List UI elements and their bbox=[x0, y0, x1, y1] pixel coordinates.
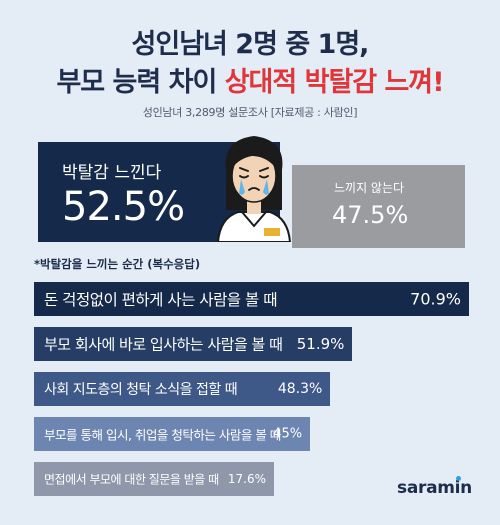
title-line-1: 성인남녀 2명 중 1명, bbox=[131, 29, 370, 60]
bar-label-4: 부모를 통해 입시, 취업을 청탁하는 사람을 볼 때 bbox=[44, 427, 281, 443]
title-line-2: 부모 능력 차이 상대적 박탈감 느껴! bbox=[0, 60, 500, 99]
sad-woman-icon bbox=[216, 136, 292, 242]
bar-value-3: 48.3% bbox=[277, 381, 323, 397]
saramin-logo: saramin bbox=[397, 478, 472, 498]
bar-4: 부모를 통해 입시, 취업을 청탁하는 사람을 볼 때 45% bbox=[34, 417, 311, 451]
not-feel-label: 느끼지 않는다 bbox=[334, 181, 405, 195]
bar-label-5: 면접에서 부모에 대한 질문을 받을 때 bbox=[44, 472, 219, 487]
bar-value-5: 17.6% bbox=[227, 472, 266, 486]
title-accent: 상대적 박탈감 느껴! bbox=[224, 67, 445, 98]
bar-label-1: 돈 걱정없이 편하게 사는 사람을 볼 때 bbox=[44, 291, 277, 309]
bar-2: 부모 회사에 바로 입사하는 사람을 볼 때 51.9% bbox=[34, 327, 353, 361]
not-feel-box: 느끼지 않는다 47.5% bbox=[292, 165, 465, 248]
title-plain: 부모 능력 차이 bbox=[56, 67, 225, 98]
feel-value: 52.5% bbox=[62, 184, 185, 230]
bar-5: 면접에서 부모에 대한 질문을 받을 때 17.6% bbox=[34, 462, 274, 496]
survey-source: 성인남녀 3,289명 설문조사 [자료제공 : 사람인] bbox=[142, 106, 358, 119]
bar-1: 돈 걱정없이 편하게 사는 사람을 볼 때 70.9% bbox=[34, 282, 469, 316]
bar-value-1: 70.9% bbox=[410, 289, 461, 309]
logo-dot bbox=[456, 476, 461, 481]
bar-label-3: 사회 지도층의 청탁 소식을 접할 때 bbox=[44, 382, 238, 398]
bar-value-4: 45% bbox=[273, 426, 303, 442]
bar-label-2: 부모 회사에 바로 입사하는 사람을 볼 때 bbox=[44, 335, 283, 354]
multiple-response-note: *박탈감을 느끼는 순간 (복수응답) bbox=[34, 257, 201, 271]
bar-value-2: 51.9% bbox=[296, 335, 345, 353]
bar-3: 사회 지도층의 청탁 소식을 접할 때 48.3% bbox=[34, 372, 331, 406]
not-feel-value: 47.5% bbox=[332, 201, 409, 229]
feel-label: 박탈감 느낀다 bbox=[62, 163, 162, 183]
